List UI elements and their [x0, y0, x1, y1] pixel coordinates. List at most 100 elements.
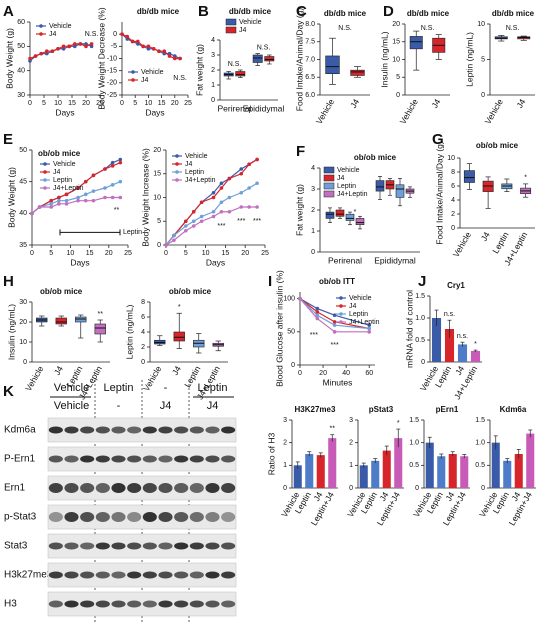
y-tick-label: 10 [477, 21, 485, 28]
legend-swatch [225, 26, 237, 34]
x-tick-label: Epididymal [374, 255, 416, 265]
legend-marker [175, 170, 179, 174]
box [375, 180, 385, 192]
data-point [83, 198, 88, 203]
blot-band [48, 426, 63, 434]
chart-title: pStat3 [369, 405, 394, 414]
y-tick-label: 10 [447, 155, 455, 162]
annotation: N.S. [421, 25, 435, 32]
y-tick-label: 5 [396, 74, 400, 81]
data-point [172, 238, 176, 243]
data-point [191, 219, 196, 224]
bar [437, 456, 446, 488]
blot-band [142, 483, 157, 493]
x-tick-label: Vehicle [314, 97, 337, 126]
bar [460, 456, 469, 488]
legend-marker [339, 312, 343, 316]
blot-band [189, 542, 204, 550]
blot-band [95, 542, 110, 550]
panel-label: F [296, 143, 305, 160]
blot-band [48, 542, 63, 550]
y-tick-label: 0 [291, 362, 295, 369]
data-point [64, 202, 69, 206]
legend-label: Vehicle [53, 161, 76, 168]
bar [431, 318, 442, 362]
blot-band [205, 542, 220, 550]
data-point [130, 39, 135, 44]
data-point [125, 34, 130, 39]
annotation: ** [114, 207, 120, 214]
x-tick-label: 20 [82, 100, 90, 107]
blot-row-label: H3 [4, 599, 17, 610]
x-tick-label: 15 [68, 100, 76, 107]
data-point [76, 195, 80, 200]
x-tick-label: Vehicle [451, 230, 474, 259]
legend-marker [339, 304, 343, 308]
y-tick-label: 5 [481, 56, 485, 63]
legend-label: Leptin [349, 311, 368, 318]
blot-band [111, 600, 126, 608]
data-point [315, 313, 320, 318]
legend-label: J4 [53, 169, 61, 176]
blot-band [158, 426, 173, 434]
legend-label: Vehicle [185, 153, 208, 160]
data-point [184, 224, 188, 228]
blot-strip [47, 533, 237, 559]
blot-band [142, 426, 157, 434]
blot-strip [47, 591, 237, 617]
legend-label: J4 [337, 175, 345, 182]
legend-marker [43, 186, 47, 190]
blot-strip [47, 504, 237, 530]
x-axis-label: Minutes [323, 377, 353, 387]
y-tick-label: 20 [19, 319, 27, 326]
blot-row-label: Ern1 [4, 483, 26, 494]
chart-title: pErn1 [436, 405, 459, 414]
data-point [178, 56, 182, 61]
data-point [219, 209, 224, 214]
annotation: N.S. [85, 31, 99, 38]
data-point [239, 167, 244, 171]
blot-band [174, 483, 189, 493]
y-tick-label: 0 [415, 485, 419, 492]
data-point [219, 186, 224, 190]
data-point [227, 209, 232, 214]
series-line [29, 43, 92, 60]
chart-title: ob/ob ITT [319, 277, 355, 286]
blot-band [127, 571, 142, 579]
legend-marker [43, 162, 47, 166]
y-tick-label: 2 [451, 211, 455, 218]
y-tick-label: 60 [17, 19, 25, 26]
data-point [83, 192, 88, 197]
data-point [64, 192, 69, 197]
blot-band [48, 512, 63, 522]
blot-band [111, 542, 126, 550]
legend-label: J4+Leptin [337, 191, 368, 198]
y-tick-label: 0 [157, 242, 161, 249]
y-axis-label: Ratio of H3 [266, 432, 276, 475]
group-label: Leptin [104, 382, 134, 394]
x-tick-label: Vehicle [483, 97, 506, 126]
annotation: N.S. [506, 25, 520, 32]
bar [394, 438, 403, 488]
y-tick-label: 10 [153, 194, 161, 201]
blot-band [80, 512, 95, 522]
chart-title: db/db mice [137, 7, 180, 16]
y-tick-label: 1 [349, 462, 353, 469]
y-tick-label: -25 [107, 92, 117, 99]
y-tick-label: 50 [287, 329, 295, 336]
y-tick-label: 8 [141, 299, 145, 306]
data-point [37, 205, 42, 209]
legend-label: Vehicle [49, 23, 72, 30]
data-point [33, 54, 38, 58]
blot-band [80, 426, 95, 434]
y-tick-label: 1.0 [475, 440, 485, 447]
box [325, 211, 335, 219]
blot-band [64, 600, 79, 608]
box [55, 317, 67, 325]
blot-band [189, 571, 204, 579]
blot-band [221, 600, 236, 608]
blot-band [158, 542, 173, 550]
blot-band [142, 542, 157, 550]
data-point [167, 54, 172, 58]
